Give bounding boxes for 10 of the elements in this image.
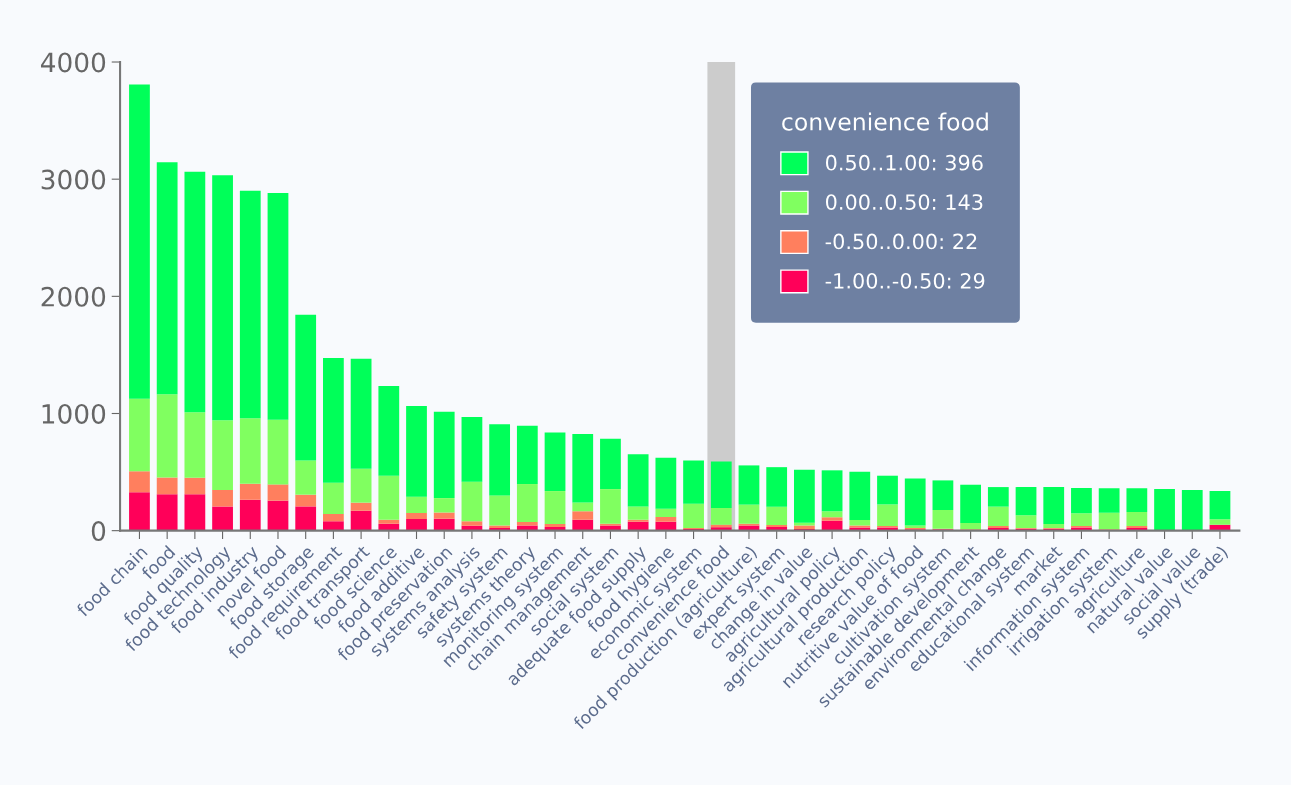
y-tick-label: 3000 [41,169,106,190]
y-tick-label: 4000 [41,52,106,73]
legend-label: -1.00..-0.50: 29 [825,272,985,289]
y-tick-label: 2000 [41,286,106,307]
legend-title: convenience food [782,112,988,131]
legend-label: -0.50..0.00: 22 [825,233,977,250]
y-tick-label: 0 [91,521,106,542]
legend-label: 0.50..1.00: 396 [825,154,983,171]
legend-label: 0.00..0.50: 143 [825,194,983,210]
y-tick-label: 1000 [42,403,106,424]
